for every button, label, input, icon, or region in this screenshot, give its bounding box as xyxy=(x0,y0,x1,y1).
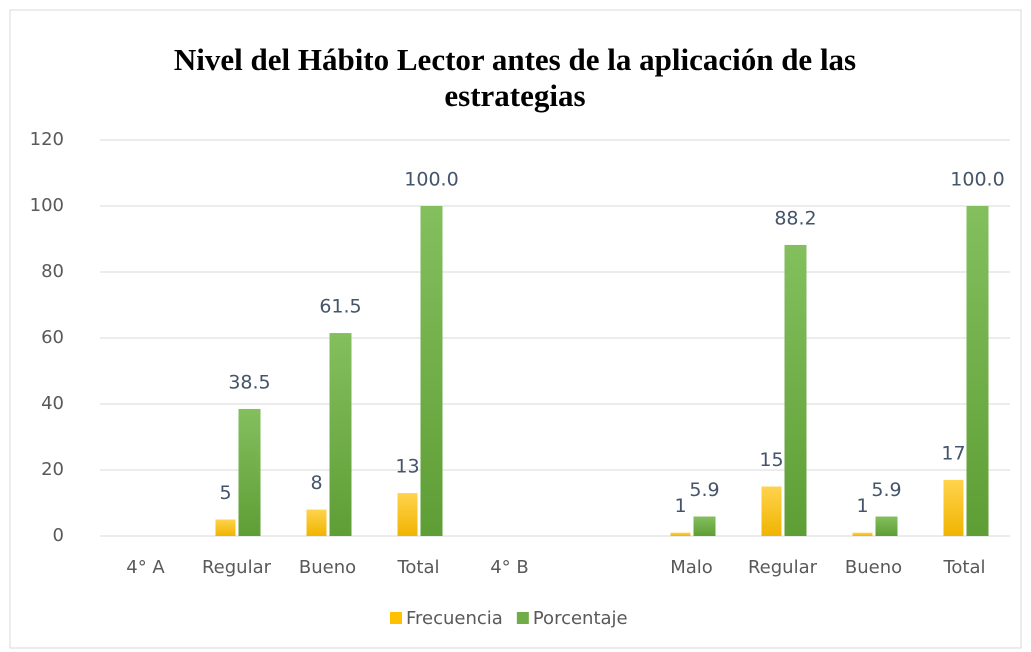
x-tick-label: 4° A xyxy=(126,557,165,578)
legend-swatch xyxy=(516,612,529,624)
legend-label: Porcentaje xyxy=(533,608,628,629)
x-tick-label: 4° B xyxy=(490,557,529,578)
data-label: 1 xyxy=(674,495,686,517)
y-tick-label: 100 xyxy=(30,195,64,216)
bar xyxy=(943,479,964,536)
bar xyxy=(238,408,261,536)
data-label: 5.9 xyxy=(689,479,719,501)
y-tick-label: 40 xyxy=(41,393,64,414)
chart-title: Nivel del Hábito Lector antes de la apli… xyxy=(173,42,857,113)
chart-border xyxy=(9,9,1022,649)
bar xyxy=(784,244,807,536)
bar xyxy=(420,206,443,536)
x-tick-label: Total xyxy=(396,557,439,578)
y-tick-label: 20 xyxy=(41,459,64,480)
bar xyxy=(306,509,327,536)
y-tick-label: 0 xyxy=(53,525,64,546)
bar xyxy=(875,516,898,536)
data-label: 5 xyxy=(219,482,231,504)
legend-label: Frecuencia xyxy=(406,608,503,629)
data-label: 100.0 xyxy=(950,169,1004,191)
legend-swatch xyxy=(390,612,402,624)
y-tick-label: 80 xyxy=(41,261,64,282)
data-label: 5.9 xyxy=(871,479,901,501)
data-label: 17 xyxy=(941,442,965,464)
x-tick-label: Total xyxy=(942,557,985,578)
x-tick-label: Bueno xyxy=(299,557,356,578)
x-tick-label: Regular xyxy=(202,557,272,578)
data-label: 13 xyxy=(395,456,419,478)
data-label: 1 xyxy=(856,495,868,517)
bar xyxy=(693,516,716,536)
data-label: 8 xyxy=(310,472,322,494)
bar xyxy=(329,333,352,536)
x-tick-label: Malo xyxy=(670,557,713,578)
bar xyxy=(397,493,418,536)
data-label: 88.2 xyxy=(774,207,816,229)
bar xyxy=(966,206,989,536)
bar xyxy=(852,532,873,536)
y-tick-label: 60 xyxy=(41,327,64,348)
x-tick-label: Bueno xyxy=(845,557,902,578)
data-label: 100.0 xyxy=(404,169,458,191)
x-tick-label: Regular xyxy=(748,557,818,578)
bar xyxy=(215,519,236,536)
bar xyxy=(670,532,691,536)
bar xyxy=(761,486,782,536)
data-label: 15 xyxy=(759,449,783,471)
data-label: 38.5 xyxy=(228,371,270,393)
y-tick-label: 120 xyxy=(30,129,64,150)
data-label: 61.5 xyxy=(319,296,361,318)
